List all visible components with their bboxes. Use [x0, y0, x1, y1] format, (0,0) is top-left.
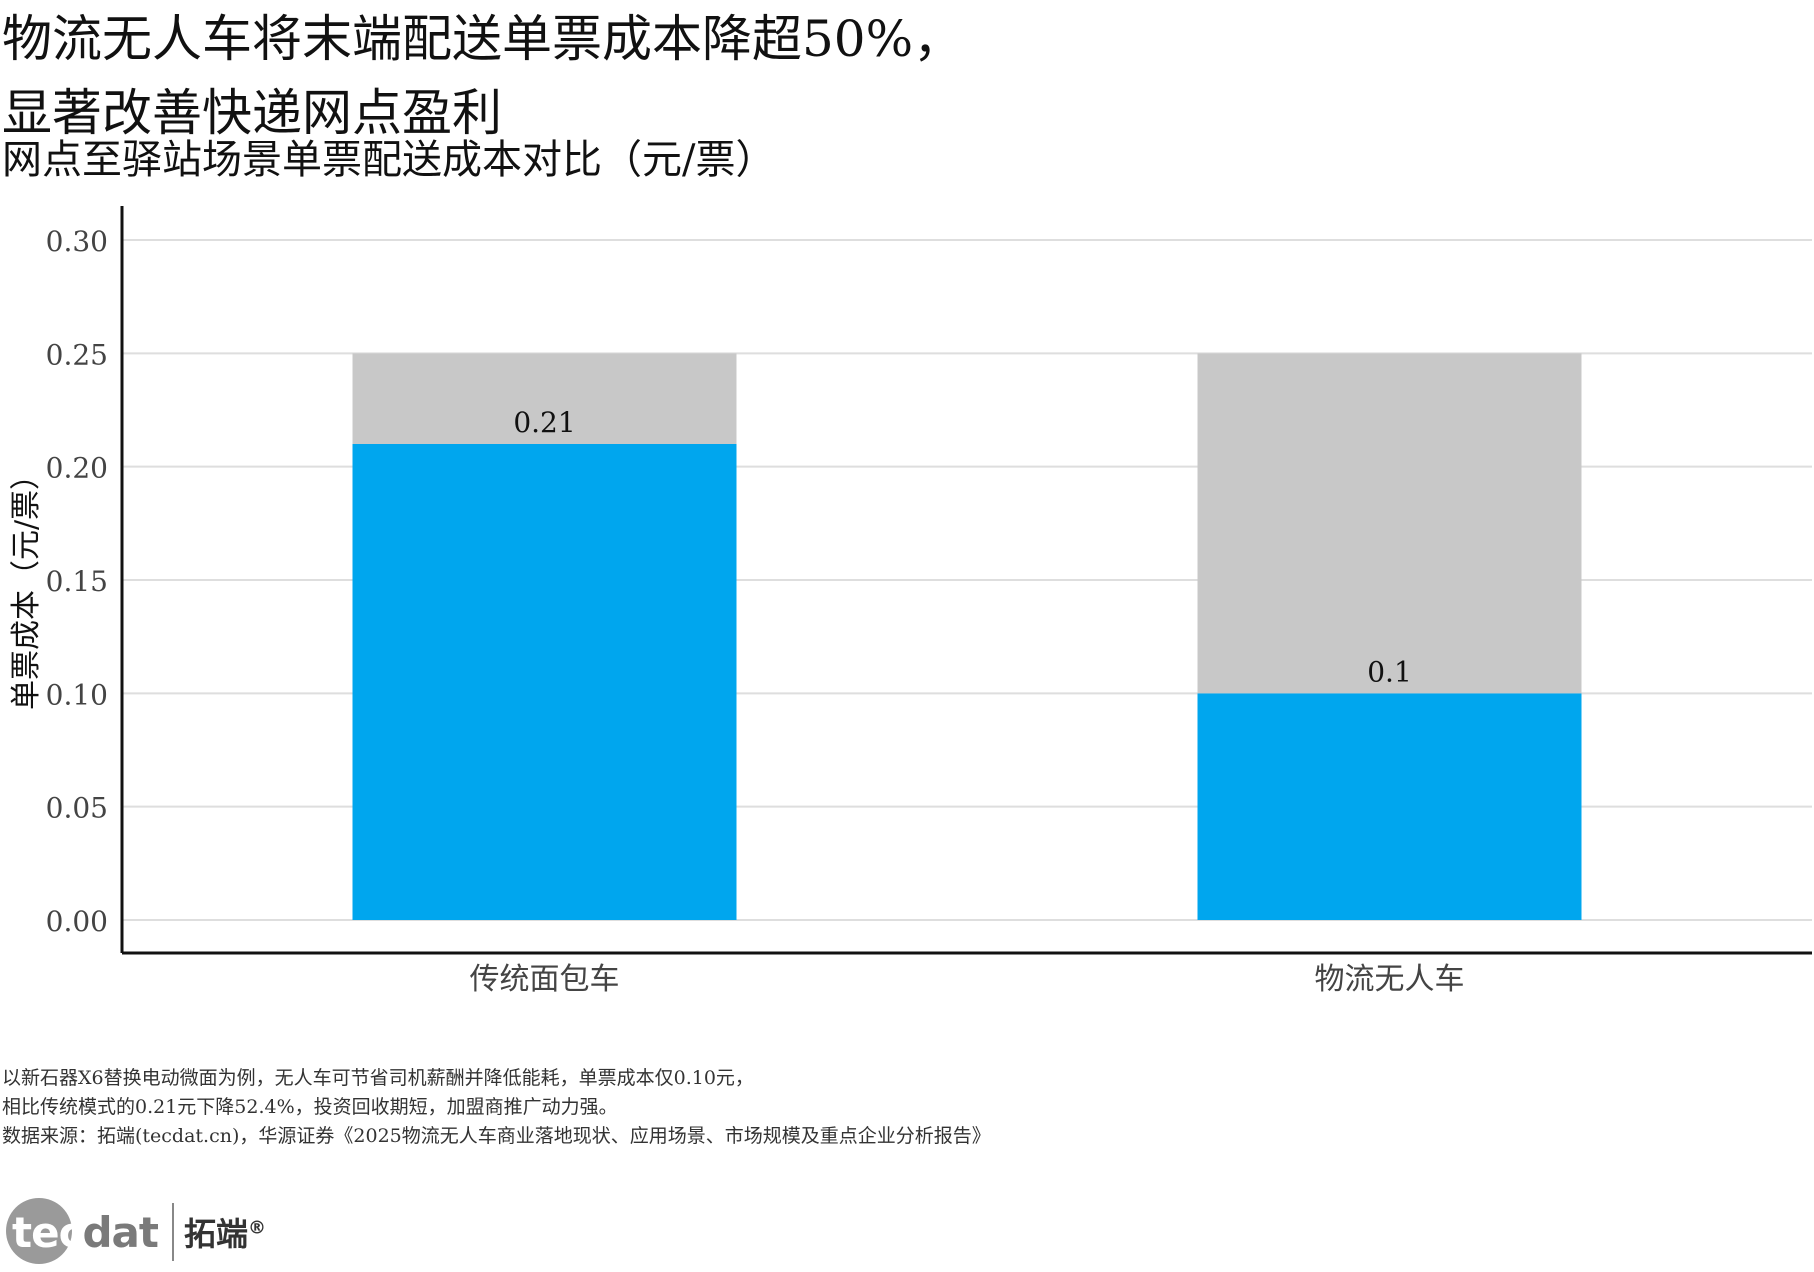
bar-value-segment — [1197, 693, 1582, 920]
footnote-line-1: 以新石器X6替换电动微面为例，无人车可节省司机薪酬并降低能耗，单票成本仅0.10… — [2, 1067, 754, 1089]
logo-chinese-name: 拓端® — [184, 1209, 266, 1255]
logo-dat: dat — [82, 1207, 158, 1257]
chart-title: 物流无人车将末端配送单票成本降超50%， 显著改善快递网点盈利 — [2, 2, 963, 150]
logo-divider — [171, 1203, 174, 1261]
y-tick-label: 0.05 — [46, 792, 108, 825]
bar-chart: 0.00 0.05 0.10 0.15 0.20 0.25 0.30 0.21 传统面包车 0.1… — [9, 206, 1812, 997]
axes — [120, 206, 1812, 955]
bar-value-segment — [352, 444, 737, 920]
labels: 0.00 0.05 0.10 0.15 0.20 0.25 0.30 0.21 传统面包车 0.1… — [9, 225, 1465, 997]
chart-subtitle: 网点至驿站场景单票配送成本对比（元/票） — [2, 137, 776, 183]
y-tick-label: 0.30 — [46, 225, 108, 258]
title-line-1: 物流无人车将末端配送单票成本降超50%， — [2, 10, 964, 68]
x-tick-label: 物流无人车 — [1315, 962, 1465, 997]
logo-wordmark: tecdat — [6, 1207, 159, 1257]
x-tick-label: 传统面包车 — [470, 962, 620, 997]
y-tick-label: 0.10 — [46, 678, 108, 711]
bar-remainder-segment — [1197, 353, 1582, 694]
source-note: 数据来源：拓端(tecdat.cn)，华源证券《2025物流无人车商业落地现状、… — [2, 1125, 991, 1147]
y-tick-label: 0.25 — [46, 338, 108, 371]
y-tick-label: 0.15 — [46, 565, 108, 598]
y-axis-label: 单票成本（元/票） — [9, 460, 44, 710]
footnote-line-2: 相比传统模式的0.21元下降52.4%，投资回收期短，加盟商推广动力强。 — [2, 1096, 618, 1118]
tecdat-logo: tecdat 拓端® — [6, 1192, 266, 1272]
registered-mark: ® — [247, 1217, 266, 1239]
bars — [352, 353, 1582, 920]
logo-tec: tec — [12, 1207, 83, 1257]
bar-remainder-segment — [352, 353, 737, 444]
bar-value-label: 0.21 — [513, 406, 575, 439]
bar-value-label: 0.1 — [1367, 655, 1412, 688]
title-line-2: 显著改善快递网点盈利 — [2, 84, 502, 142]
logo-circle-icon — [6, 1198, 72, 1264]
y-tick-label: 0.20 — [46, 452, 108, 485]
y-tick-label: 0.00 — [46, 905, 108, 938]
logo-cn-text: 拓端 — [183, 1215, 248, 1253]
footnotes: 以新石器X6替换电动微面为例，无人车可节省司机薪酬并降低能耗，单票成本仅0.10… — [2, 1064, 991, 1151]
